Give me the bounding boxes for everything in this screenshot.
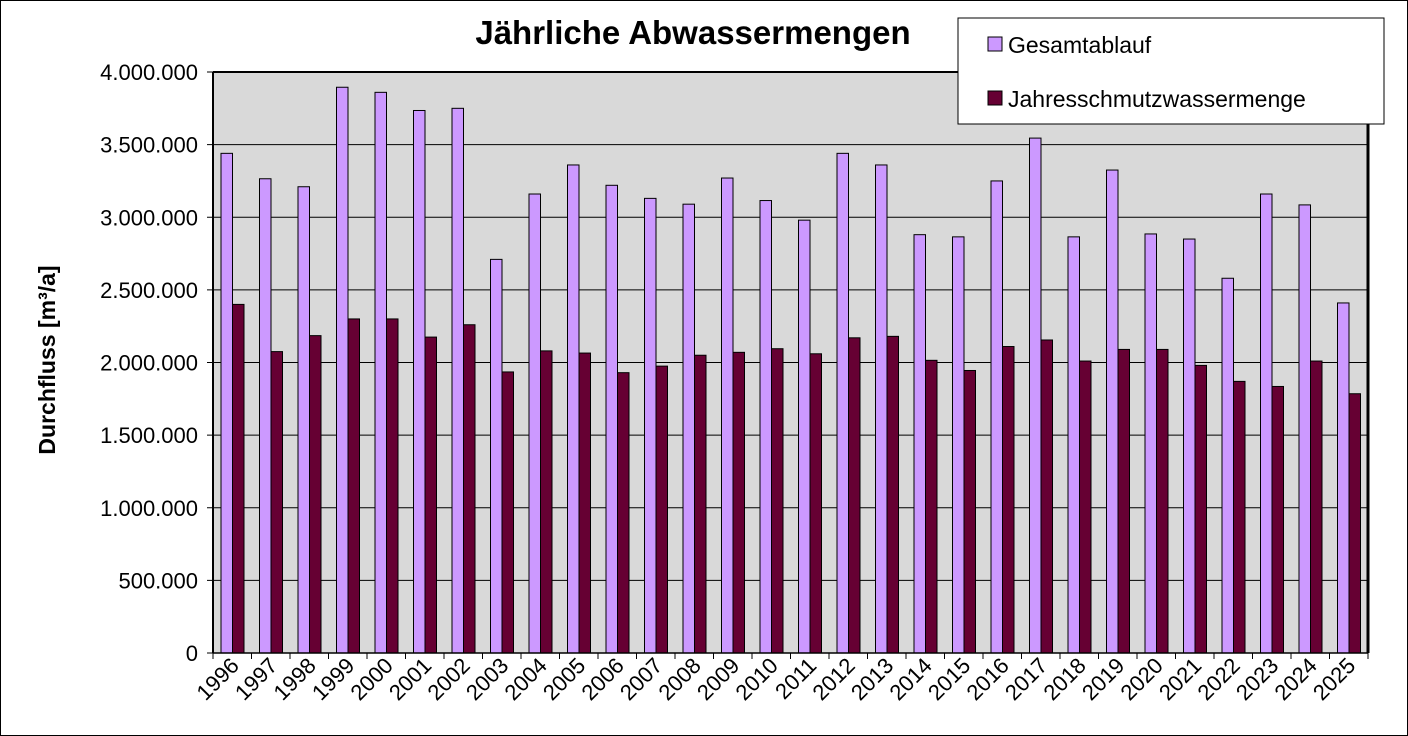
bar-gesamtablauf-2023 [1260, 193, 1273, 654]
bar-jahresschmutzwassermenge-2006 [617, 372, 630, 654]
legend-label-jahresschmutzwassermenge: Jahresschmutzwassermenge [1008, 86, 1306, 112]
bar-gesamtablauf-2022 [1221, 277, 1234, 654]
bar-jahresschmutzwassermenge-2000 [386, 318, 399, 654]
bar-gesamtablauf-2009 [721, 177, 734, 654]
bar-gesamtablauf-2020 [1144, 233, 1157, 654]
bar-gesamtablauf-2001 [413, 109, 426, 654]
bar-gesamtablauf-2003 [490, 258, 503, 654]
legend-box [957, 17, 1385, 125]
y-tick-label: 1.500.000 [100, 423, 198, 448]
bar-gesamtablauf-1999 [336, 86, 349, 654]
bar-gesamtablauf-2002 [451, 107, 464, 654]
bar-gesamtablauf-1998 [297, 186, 310, 654]
bar-jahresschmutzwassermenge-1999 [347, 318, 360, 654]
legend-swatch-gesamtablauf [987, 36, 1003, 52]
bar-gesamtablauf-2025 [1337, 302, 1350, 654]
bar-gesamtablauf-2011 [798, 219, 811, 654]
legend: Gesamtablauf Jahresschmutzwassermenge [957, 17, 1385, 125]
y-tick-labels: 0 500.000 1.000.000 1.500.000 2.000.000 2.500… [100, 60, 198, 666]
bar-gesamtablauf-1996 [220, 152, 233, 654]
bar-jahresschmutzwassermenge-2011 [809, 353, 822, 654]
bar-jahresschmutzwassermenge-2003 [501, 371, 514, 654]
bar-gesamtablauf-2010 [759, 200, 772, 654]
bar-jahresschmutzwassermenge-2025 [1348, 393, 1361, 654]
bar-jahresschmutzwassermenge-2017 [1040, 339, 1053, 654]
bar-jahresschmutzwassermenge-2004 [540, 350, 553, 654]
bar-gesamtablauf-2006 [605, 184, 618, 654]
bar-jahresschmutzwassermenge-2020 [1156, 348, 1169, 654]
legend-swatch-jahresschmutzwassermenge [987, 90, 1003, 106]
bar-jahresschmutzwassermenge-2002 [463, 324, 476, 654]
bar-jahresschmutzwassermenge-2010 [771, 348, 784, 654]
y-tick-label: 3.500.000 [100, 133, 198, 158]
y-tick-label: 1.000.000 [100, 496, 198, 521]
y-tick-label: 0 [186, 641, 198, 666]
bar-jahresschmutzwassermenge-2008 [694, 354, 707, 654]
y-tick-label: 3.000.000 [100, 205, 198, 230]
bar-jahresschmutzwassermenge-1996 [232, 303, 245, 654]
bar-gesamtablauf-2000 [374, 91, 387, 654]
bar-jahresschmutzwassermenge-2023 [1271, 385, 1284, 654]
legend-label-gesamtablauf: Gesamtablauf [1008, 32, 1152, 58]
bar-jahresschmutzwassermenge-2015 [963, 369, 976, 654]
bar-jahresschmutzwassermenge-2024 [1310, 360, 1323, 654]
bar-gesamtablauf-2013 [875, 164, 888, 654]
bar-jahresschmutzwassermenge-2009 [732, 351, 745, 654]
y-tick-label: 2.500.000 [100, 278, 198, 303]
axes [212, 71, 1370, 659]
bar-jahresschmutzwassermenge-2005 [578, 352, 591, 654]
bar-jahresschmutzwassermenge-2013 [886, 335, 899, 654]
bar-gesamtablauf-2016 [990, 180, 1003, 654]
bar-gesamtablauf-2024 [1298, 204, 1311, 654]
y-tick-label: 500.000 [118, 568, 198, 593]
bar-jahresschmutzwassermenge-1998 [309, 335, 322, 654]
bar-gesamtablauf-2004 [528, 193, 541, 654]
bar-jahresschmutzwassermenge-2021 [1194, 364, 1207, 654]
chart-title: Jährliche Abwassermengen [475, 14, 910, 51]
bar-gesamtablauf-2017 [1029, 137, 1042, 654]
y-tick-label: 4.000.000 [100, 60, 198, 85]
bars [220, 86, 1361, 654]
bar-gesamtablauf-2019 [1106, 169, 1119, 654]
bar-gesamtablauf-1997 [259, 178, 272, 654]
y-axis-title: Durchfluss [m³/a] [34, 265, 60, 454]
bar-jahresschmutzwassermenge-2007 [655, 365, 668, 654]
bar-jahresschmutzwassermenge-2014 [925, 359, 938, 654]
bar-gesamtablauf-2015 [952, 236, 965, 654]
bar-gesamtablauf-2018 [1067, 236, 1080, 654]
bar-jahresschmutzwassermenge-1997 [270, 351, 283, 654]
bar-gesamtablauf-2021 [1183, 238, 1196, 654]
bar-jahresschmutzwassermenge-2019 [1117, 348, 1130, 654]
bar-jahresschmutzwassermenge-2022 [1233, 380, 1246, 654]
bar-gesamtablauf-2012 [836, 152, 849, 654]
bar-gesamtablauf-2008 [682, 203, 695, 654]
y-tick-label: 2.000.000 [100, 351, 198, 376]
bar-jahresschmutzwassermenge-2016 [1002, 346, 1015, 654]
bar-jahresschmutzwassermenge-2012 [848, 337, 861, 654]
bar-gesamtablauf-2007 [644, 197, 657, 654]
bar-jahresschmutzwassermenge-2018 [1079, 360, 1092, 654]
bar-gesamtablauf-2005 [567, 164, 580, 654]
bar-jahresschmutzwassermenge-2001 [424, 336, 437, 654]
bar-gesamtablauf-2014 [913, 234, 926, 654]
